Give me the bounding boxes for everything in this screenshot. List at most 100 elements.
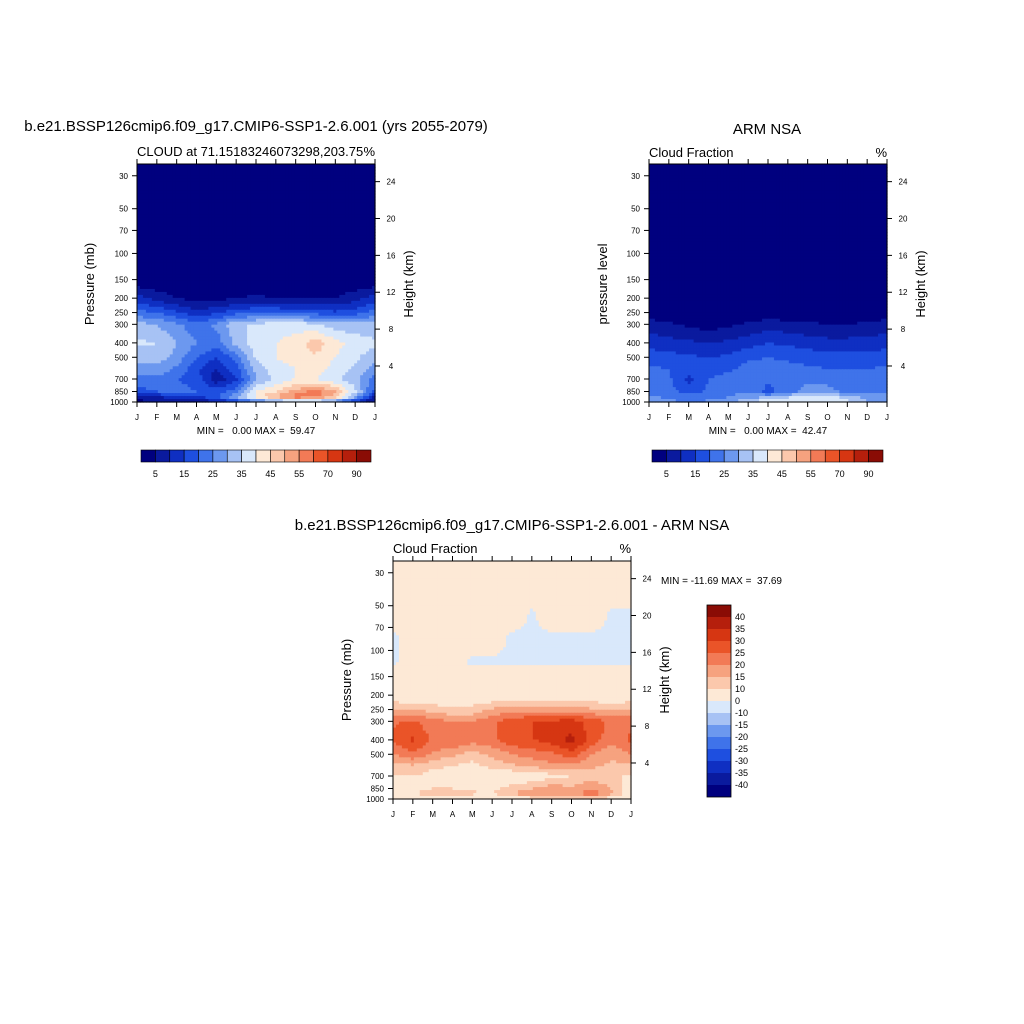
model-heatmap-cell	[303, 280, 308, 284]
model-heatmap-cell	[306, 303, 311, 308]
model-heatmap-cell	[327, 294, 331, 299]
model-heatmap-cell	[169, 321, 174, 326]
model-heatmap-cell	[288, 223, 293, 228]
model-heatmap-cell	[345, 262, 349, 266]
model-heatmap-cell	[360, 327, 364, 332]
model-heatmap-cell	[250, 262, 254, 266]
model-heatmap-cell	[181, 172, 186, 177]
model-heatmap-cell	[294, 166, 299, 171]
model-heatmap-cell	[253, 232, 257, 237]
model-heatmap-cell	[258, 229, 263, 234]
model-heatmap-cell	[247, 277, 251, 281]
model-heatmap-cell	[169, 318, 174, 323]
model-heatmap-cell	[229, 199, 233, 204]
model-heatmap-cell	[372, 300, 376, 305]
model-heatmap-cell	[318, 291, 323, 296]
model-heatmap-cell	[193, 217, 198, 222]
model-heatmap-cell	[276, 268, 281, 272]
model-heatmap-cell	[330, 262, 334, 266]
model-heatmap-cell	[226, 226, 230, 231]
model-heatmap-cell	[333, 277, 337, 281]
model-heatmap-cell	[137, 321, 141, 326]
model-heatmap-cell	[256, 235, 260, 239]
model-heatmap-cell	[241, 217, 245, 222]
model-heatmap-cell	[148, 315, 153, 320]
model-heatmap-cell	[261, 262, 266, 266]
model-heatmap-cell	[360, 217, 364, 222]
model-heatmap-cell	[139, 217, 144, 222]
model-heatmap-cell	[270, 247, 275, 251]
model-heatmap-cell	[238, 262, 242, 266]
model-heatmap-cell	[241, 208, 245, 213]
model-heatmap-cell	[261, 306, 266, 311]
model-heatmap-cell	[211, 277, 215, 281]
model-heatmap-cell	[253, 235, 257, 239]
model-heatmap-cell	[181, 336, 186, 341]
model-heatmap-cell	[166, 235, 171, 239]
model-heatmap-cell	[360, 330, 364, 335]
model-heatmap-cell	[345, 253, 349, 257]
model-heatmap-cell	[366, 190, 370, 195]
model-heatmap-cell	[157, 336, 162, 341]
model-heatmap-cell	[360, 247, 364, 251]
model-heatmap-cell	[181, 181, 186, 186]
model-heatmap-cell	[315, 333, 320, 338]
model-heatmap-cell	[154, 232, 159, 237]
model-heatmap-cell	[363, 187, 367, 192]
model-heatmap-cell	[166, 223, 171, 228]
model-heatmap-cell	[137, 283, 141, 287]
model-heatmap-cell	[184, 327, 189, 332]
model-heatmap-cell	[306, 283, 311, 287]
model-heatmap-cell	[157, 250, 162, 254]
model-heatmap-cell	[154, 202, 159, 207]
model-heatmap-cell	[288, 274, 293, 278]
model-heatmap-cell	[294, 253, 299, 257]
model-heatmap-cell	[172, 193, 177, 198]
model-heatmap-cell	[297, 303, 302, 308]
model-heatmap-cell	[196, 250, 201, 254]
model-heatmap-cell	[169, 214, 174, 219]
model-heatmap-cell	[226, 327, 230, 332]
model-heatmap-cell	[258, 256, 263, 260]
model-heatmap-cell	[270, 178, 275, 183]
model-heatmap-cell	[261, 178, 266, 183]
model-heatmap-cell	[348, 241, 352, 245]
model-heatmap-cell	[279, 184, 284, 189]
model-heatmap-cell	[178, 297, 183, 302]
model-heatmap-cell	[148, 164, 153, 168]
model-heatmap-cell	[363, 256, 367, 260]
model-heatmap-cell	[288, 277, 293, 281]
model-heatmap-cell	[315, 297, 320, 302]
model-heatmap-cell	[169, 285, 174, 290]
model-heatmap-cell	[160, 262, 165, 266]
model-heatmap-cell	[291, 277, 296, 281]
model-heatmap-cell	[279, 256, 284, 260]
model-heatmap-cell	[300, 205, 305, 210]
model-heatmap-cell	[270, 253, 275, 257]
model-heatmap-cell	[276, 217, 281, 222]
model-heatmap-cell	[276, 333, 281, 338]
model-heatmap-cell	[351, 250, 355, 254]
model-heatmap-cell	[264, 175, 269, 180]
model-heatmap-cell	[300, 277, 305, 281]
model-heatmap-cell	[217, 288, 221, 293]
model-heatmap-cell	[214, 268, 218, 272]
model-heatmap-cell	[256, 178, 260, 183]
model-heatmap-cell	[184, 220, 189, 225]
model-heatmap-cell	[157, 205, 162, 210]
model-heatmap-cell	[232, 223, 236, 228]
model-heatmap-cell	[205, 285, 210, 290]
model-heatmap-cell	[142, 303, 147, 308]
model-heatmap-cell	[193, 262, 198, 266]
model-heatmap-cell	[223, 256, 227, 260]
model-heatmap-cell	[190, 196, 195, 201]
model-heatmap-cell	[276, 193, 281, 198]
model-heatmap-cell	[348, 175, 352, 180]
model-heatmap-cell	[241, 294, 245, 299]
model-heatmap-cell	[279, 226, 284, 231]
model-heatmap-cell	[312, 184, 317, 189]
model-heatmap-cell	[160, 321, 165, 326]
model-heatmap-cell	[211, 166, 215, 171]
model-heatmap-cell	[324, 229, 329, 234]
model-heatmap-cell	[366, 229, 370, 234]
